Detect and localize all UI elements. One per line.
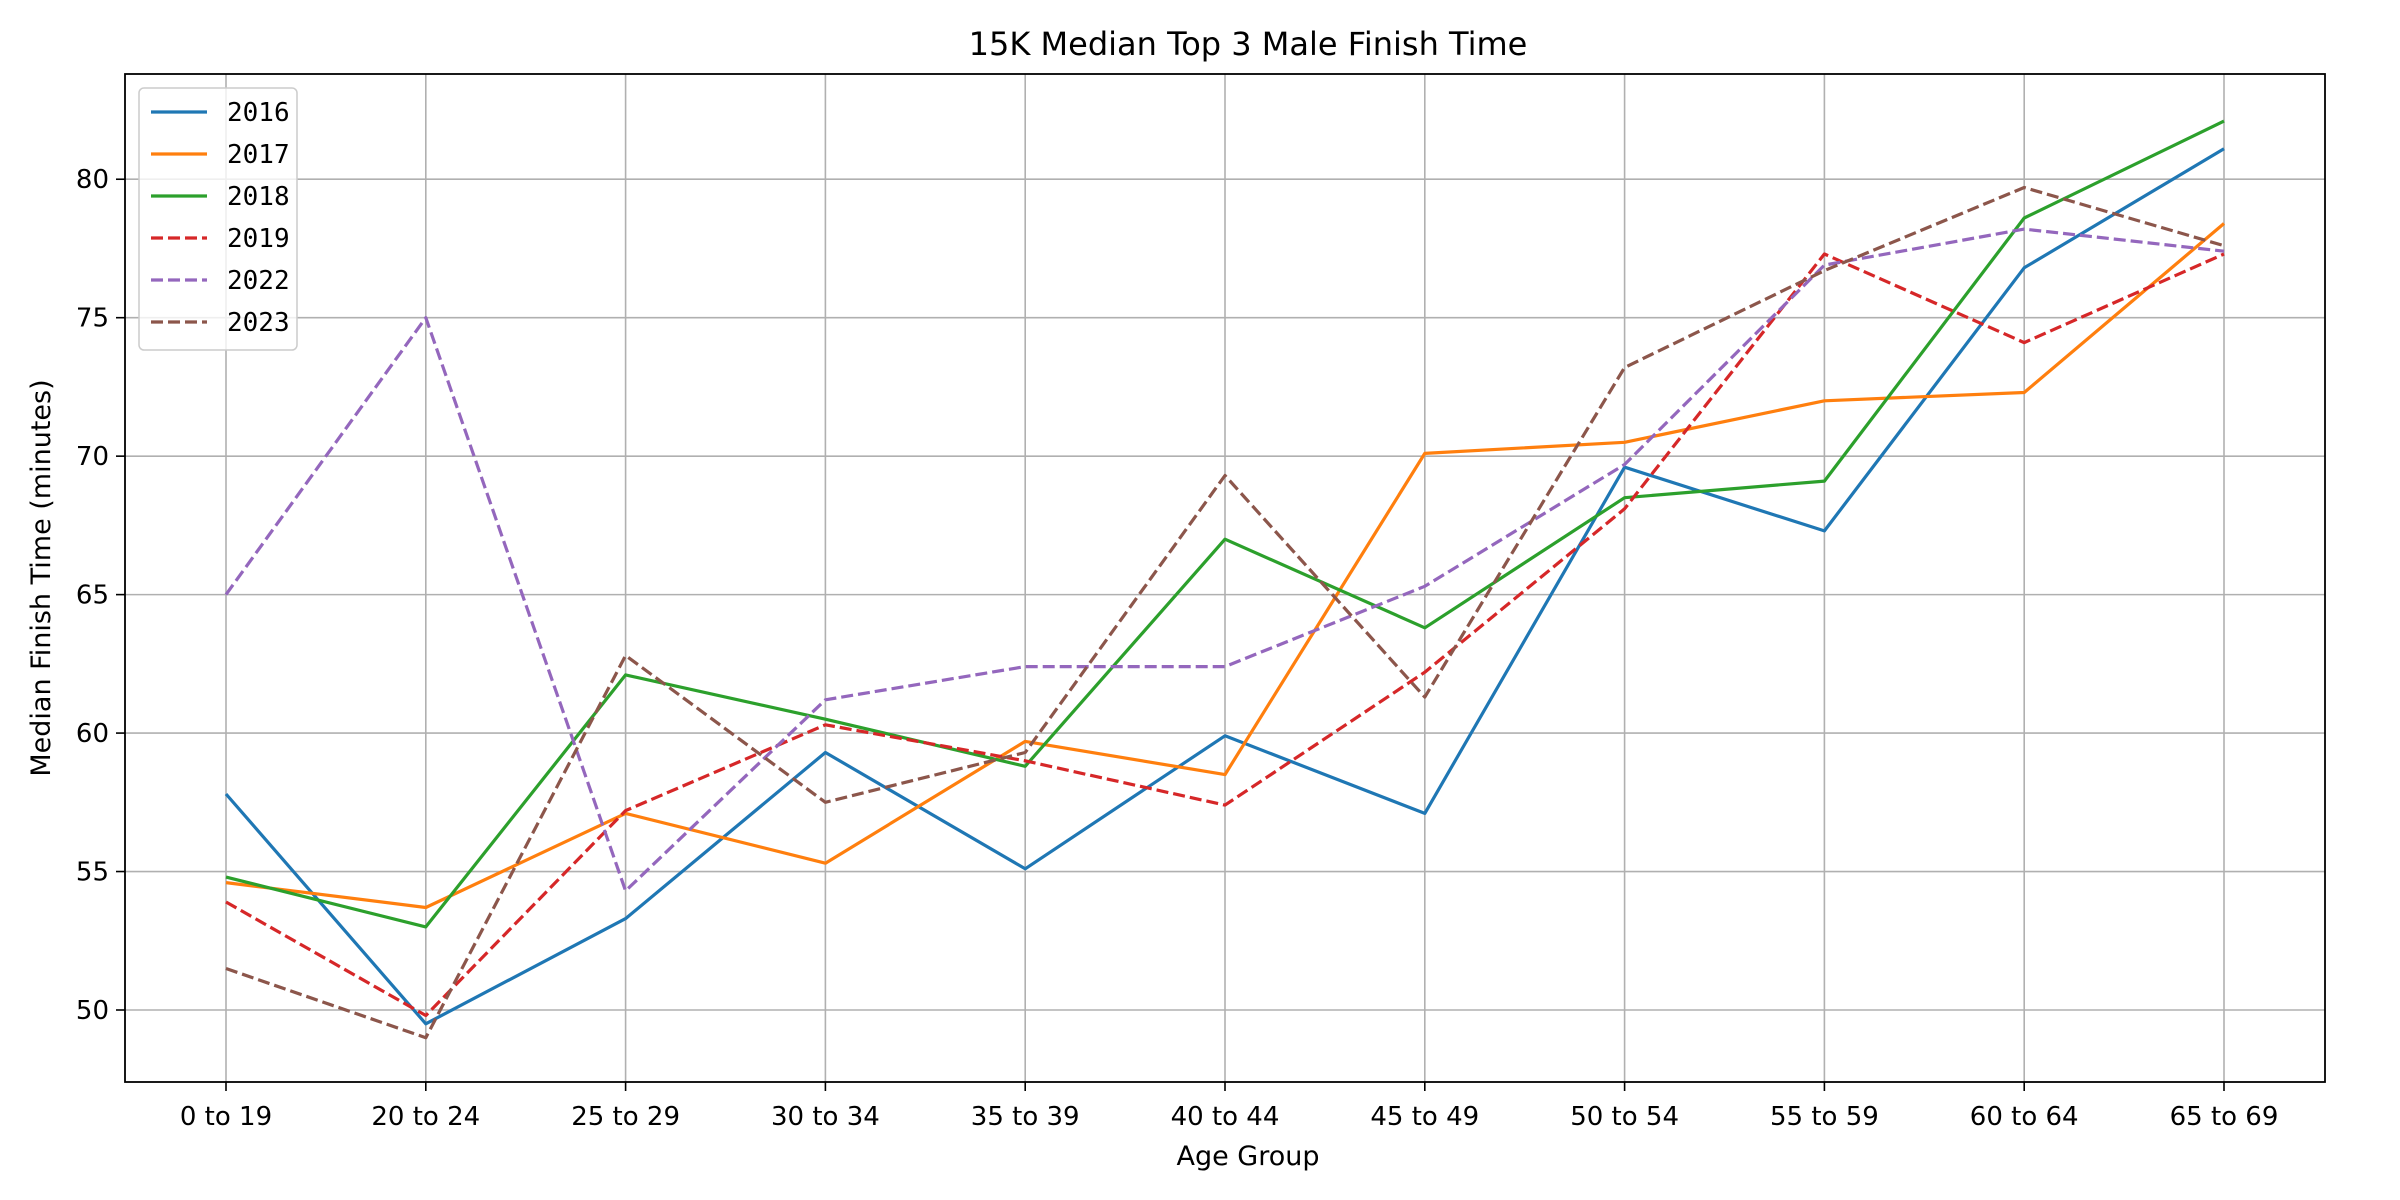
x-tick-label: 0 to 19	[180, 1102, 272, 1132]
x-axis-label: Age Group	[1176, 1141, 1319, 1172]
x-tick-label: 45 to 49	[1370, 1102, 1479, 1132]
series-line-2019	[225, 252, 2225, 1018]
legend: 2016 2017 2018 2019 2022 2023	[138, 87, 298, 351]
legend-label: 2017	[227, 140, 290, 170]
series-line-2018	[225, 119, 2225, 929]
x-tick-label: 65 to 69	[2170, 1102, 2279, 1132]
legend-label: 2019	[227, 224, 290, 254]
chart-title: 15K Median Top 3 Male Finish Time	[969, 25, 1528, 63]
x-tick-label: 35 to 39	[971, 1102, 1080, 1132]
legend-label: 2023	[227, 308, 290, 338]
y-tick-label: 65	[76, 581, 109, 611]
x-tick-label: 40 to 44	[1171, 1102, 1280, 1132]
x-tick-label: 25 to 29	[571, 1102, 680, 1132]
x-tick-label: 50 to 54	[1570, 1102, 1679, 1132]
y-tick-label: 70	[76, 442, 109, 472]
x-tick-label: 30 to 34	[771, 1102, 880, 1132]
y-tick-label: 60	[76, 719, 109, 749]
legend-label: 2016	[227, 98, 290, 128]
legend-label: 2018	[227, 182, 290, 212]
x-tick-label: 60 to 64	[1970, 1102, 2079, 1132]
plot-series	[224, 119, 2226, 1040]
x-tick-label: 55 to 59	[1770, 1102, 1879, 1132]
y-axis-label: Median Finish Time (minutes)	[26, 379, 57, 776]
grid-lines	[125, 74, 2325, 1082]
series-line-2016	[224, 147, 2225, 1026]
axis-ticks: 0 to 19 20 to 24 25 to 29 30 to 34 35 to 39 4…	[76, 165, 2279, 1132]
y-tick-label: 55	[76, 858, 109, 888]
y-tick-label: 75	[76, 304, 109, 334]
legend-label: 2022	[227, 266, 290, 296]
series-line-2017	[225, 222, 2226, 910]
y-tick-label: 80	[76, 165, 109, 195]
series-line-2023	[225, 185, 2225, 1040]
x-tick-label: 20 to 24	[371, 1102, 480, 1132]
y-tick-label: 50	[76, 996, 109, 1026]
